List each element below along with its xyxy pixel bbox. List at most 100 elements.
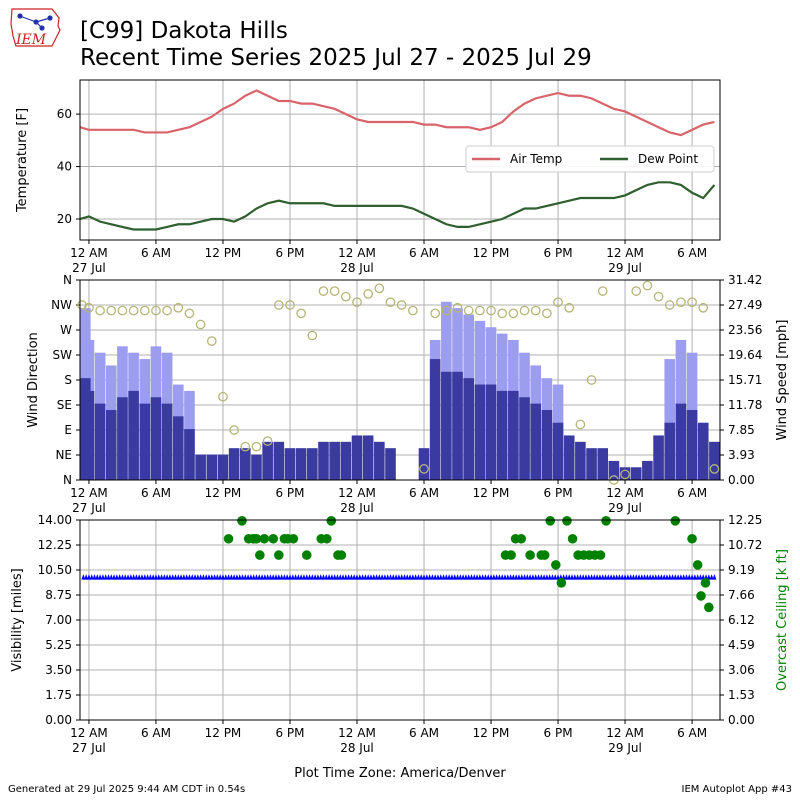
visibility-point	[469, 574, 474, 580]
visibility-point	[447, 574, 452, 580]
wind-direction-point	[173, 302, 184, 313]
visibility-point	[131, 574, 136, 580]
visibility-point	[368, 574, 373, 580]
visibility-point	[184, 574, 189, 580]
visibility-point	[637, 574, 642, 580]
wind-direction-point	[184, 308, 195, 319]
temperature-frame	[79, 79, 721, 241]
legend-dew-point-label: Dew Point	[638, 152, 698, 166]
wind-speed-bar	[686, 409, 698, 480]
visibility-point	[374, 574, 379, 580]
ceiling-point	[322, 533, 332, 544]
visibility-point	[695, 574, 700, 580]
wind-direction-point	[430, 308, 441, 319]
temperature-y-tick-label: 40	[57, 160, 72, 174]
visibility-x-date-label: 29 Jul	[608, 741, 642, 755]
visibility-point	[109, 574, 114, 580]
visibility-panel: 0.00 0.00 1.75 1.53 3.50 3.06 5.25 4.59 7.00 6.12…	[10, 513, 790, 781]
visibility-point	[204, 574, 209, 580]
visibility-point	[324, 574, 329, 580]
visibility-point	[257, 574, 262, 580]
visibility-point	[106, 574, 111, 580]
visibility-point	[248, 574, 253, 580]
temperature-x-tick-label: 12 PM	[473, 246, 510, 260]
visibility-point	[307, 574, 312, 580]
wind-speed-bar	[619, 467, 631, 480]
wind-speed-bar	[675, 403, 687, 480]
visibility-point	[120, 574, 125, 580]
wind-speed-bar	[329, 441, 340, 480]
visibility-series	[81, 574, 717, 580]
visibility-point	[611, 574, 616, 580]
ceiling-point	[237, 516, 247, 526]
visibility-point	[536, 574, 541, 580]
visibility-point	[681, 574, 686, 580]
visibility-point	[170, 574, 175, 580]
wind-x-tick-label: 12 AM	[338, 486, 376, 500]
ceiling-y-tick-label: 7.66	[728, 588, 755, 602]
visibility-point	[690, 574, 695, 580]
temperature-x-tick-label: 12 PM	[205, 246, 242, 260]
visibility-point	[179, 574, 184, 580]
wind-speed-bar	[586, 448, 597, 480]
visibility-point	[519, 574, 524, 580]
wind-x-tick-label: 6 AM	[409, 486, 439, 500]
wind-speed-bar	[608, 460, 620, 480]
visibility-point	[405, 574, 410, 580]
visibility-point	[394, 574, 399, 580]
wind-speed-bar	[206, 454, 218, 480]
visibility-point	[84, 574, 89, 580]
visibility-point	[209, 574, 214, 580]
visibility-point	[165, 574, 170, 580]
wind-direction-point	[273, 300, 284, 310]
visibility-point	[134, 574, 139, 580]
visibility-point	[234, 574, 239, 580]
wind-speed-bar	[128, 390, 139, 480]
visibility-point	[483, 574, 488, 580]
wind-x-tick-label: 6 AM	[677, 486, 707, 500]
wind-direction-point	[262, 436, 273, 446]
ceiling-point	[326, 516, 337, 526]
visibility-point	[268, 574, 273, 580]
visibility-point	[223, 574, 228, 580]
visibility-point	[343, 574, 348, 580]
visibility-point	[656, 574, 661, 580]
temperature-axis-label: Temperature [F]	[15, 108, 30, 213]
wind-speed-bar	[172, 416, 184, 480]
visibility-point	[207, 574, 212, 580]
visibility-point	[201, 574, 206, 580]
wind-speed-bar	[664, 422, 676, 480]
wind-speed-tick-label: 31.42	[728, 273, 762, 287]
visibility-point	[321, 574, 326, 580]
app-id: IEM Autoplot App #43	[681, 784, 792, 795]
visibility-point	[592, 574, 597, 580]
visibility-point	[229, 574, 234, 580]
visibility-y-tick-label: 5.25	[45, 638, 72, 652]
visibility-point	[123, 574, 128, 580]
wind-speed-tick-label: 23.56	[728, 323, 762, 337]
wind-speed-bar	[307, 448, 318, 480]
wind-direction-point	[530, 305, 541, 316]
wind-speed-bar	[463, 378, 474, 480]
wind-direction-point	[340, 291, 351, 302]
visibility-y-tick-label: 14.00	[38, 513, 72, 527]
wind-speed-bar	[184, 429, 195, 480]
wind-speed-bar	[105, 409, 117, 480]
wind-speed-bar	[351, 435, 363, 480]
visibility-point	[564, 574, 569, 580]
wind-direction-point	[117, 305, 128, 316]
wind-direction-point	[229, 425, 239, 435]
wind-direction-point	[463, 305, 474, 316]
visibility-point	[502, 574, 507, 580]
wind-direction-point	[195, 319, 206, 330]
ceiling-point	[251, 533, 262, 544]
visibility-point	[525, 574, 530, 580]
wind-direction-point	[285, 300, 295, 310]
legend-box	[465, 145, 715, 173]
ceiling-point	[601, 516, 611, 526]
visibility-point	[461, 574, 466, 580]
wind-speed-bar	[362, 435, 374, 480]
visibility-point	[486, 574, 491, 580]
wind-direction-point	[497, 308, 508, 319]
